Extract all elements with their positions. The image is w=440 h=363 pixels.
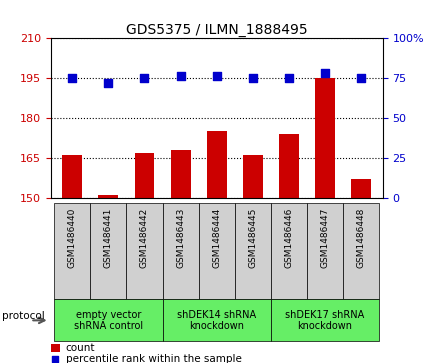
Text: GSM1486440: GSM1486440 bbox=[68, 208, 77, 269]
Title: GDS5375 / ILMN_1888495: GDS5375 / ILMN_1888495 bbox=[126, 23, 308, 37]
Text: shDEK14 shRNA
knockdown: shDEK14 shRNA knockdown bbox=[177, 310, 256, 331]
Text: GSM1486446: GSM1486446 bbox=[284, 208, 293, 269]
Bar bbox=[126, 203, 162, 299]
Point bbox=[52, 356, 59, 362]
Bar bbox=[351, 179, 371, 198]
Bar bbox=[198, 203, 235, 299]
Bar bbox=[243, 155, 263, 198]
Text: GSM1486448: GSM1486448 bbox=[357, 208, 366, 269]
Bar bbox=[62, 155, 82, 198]
Text: empty vector
shRNA control: empty vector shRNA control bbox=[74, 310, 143, 331]
Bar bbox=[54, 299, 162, 341]
Point bbox=[286, 75, 293, 81]
Bar bbox=[51, 344, 60, 352]
Text: count: count bbox=[66, 343, 95, 354]
Bar bbox=[315, 78, 335, 198]
Text: GSM1486447: GSM1486447 bbox=[320, 208, 330, 269]
Point bbox=[105, 80, 112, 86]
Text: GSM1486443: GSM1486443 bbox=[176, 208, 185, 269]
Text: GSM1486442: GSM1486442 bbox=[140, 208, 149, 268]
Bar bbox=[207, 131, 227, 198]
Bar bbox=[343, 203, 379, 299]
Point bbox=[69, 75, 76, 81]
Point bbox=[249, 75, 257, 81]
Bar bbox=[271, 299, 379, 341]
Bar bbox=[171, 150, 191, 198]
Text: percentile rank within the sample: percentile rank within the sample bbox=[66, 354, 242, 363]
Point bbox=[358, 75, 365, 81]
Bar bbox=[135, 152, 154, 198]
Point bbox=[213, 74, 220, 79]
Bar bbox=[307, 203, 343, 299]
Bar bbox=[162, 203, 198, 299]
Text: GSM1486445: GSM1486445 bbox=[248, 208, 257, 269]
Text: GSM1486441: GSM1486441 bbox=[104, 208, 113, 269]
Text: GSM1486444: GSM1486444 bbox=[212, 208, 221, 268]
Bar bbox=[54, 203, 90, 299]
Text: shDEK17 shRNA
knockdown: shDEK17 shRNA knockdown bbox=[286, 310, 365, 331]
Point bbox=[141, 75, 148, 81]
Bar bbox=[90, 203, 126, 299]
Bar bbox=[271, 203, 307, 299]
Point bbox=[177, 74, 184, 79]
Bar bbox=[99, 195, 118, 198]
Bar bbox=[279, 134, 299, 198]
Bar bbox=[162, 299, 271, 341]
Bar bbox=[235, 203, 271, 299]
Point bbox=[322, 70, 329, 76]
Text: protocol: protocol bbox=[2, 311, 45, 321]
